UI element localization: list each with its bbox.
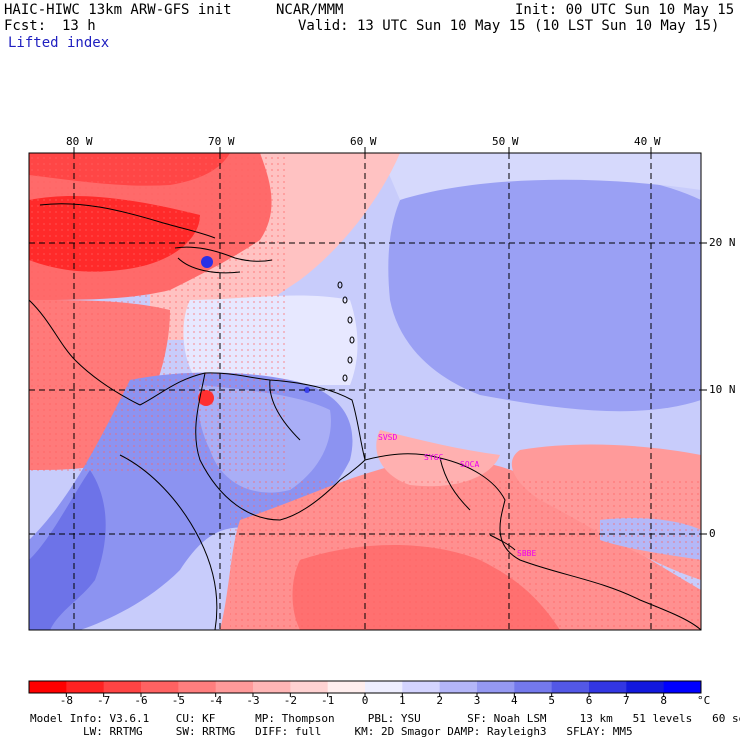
legend-tick-label: 4: [511, 694, 518, 707]
legend-swatch: [178, 681, 217, 693]
legend-swatch: [626, 681, 665, 693]
fcst-label: Fcst:: [4, 18, 47, 34]
legend-ticks: -8 -7 -6 -5 -4 -3 -2 -1 0 1 2 3 4 5 6 7 8: [0, 694, 740, 708]
station-sbbe: SBBE: [517, 549, 536, 558]
coastline-cuba: [39, 203, 216, 239]
model-info-line2: LW: RRTMG SW: RRTMG DIFF: full KM: 2D Sm…: [30, 725, 633, 738]
legend-tick-label: 5: [548, 694, 555, 707]
fcst-value: 13 h: [62, 18, 96, 34]
org-label: NCAR/MMM: [276, 2, 344, 18]
lon-label-50w: 50 W: [492, 135, 519, 148]
field-positive-light-north: [380, 153, 701, 200]
legend-tick-label: -1: [321, 694, 335, 707]
legend-swatch: [215, 681, 254, 693]
valid-time: Valid: 13 UTC Sun 10 May 15 (10 LST Sun …: [298, 18, 720, 34]
lon-label-40w: 40 W: [634, 135, 661, 148]
station-soca: SOCA: [460, 460, 479, 469]
legend-unit: °C: [697, 694, 711, 707]
legend-swatch: [66, 681, 105, 693]
border-lines: [195, 372, 366, 521]
legend-swatch: [402, 681, 441, 693]
model-title: HAIC-HIWC 13km ARW-GFS init: [4, 2, 232, 18]
legend-tick-label: -8: [59, 694, 73, 707]
legend-swatch: [551, 681, 590, 693]
legend-swatch: [365, 681, 403, 693]
field-positive-core: [388, 166, 701, 412]
station-sygc: SYGC: [424, 453, 443, 462]
field-name: Lifted index: [8, 35, 110, 51]
legend-swatch: [327, 681, 366, 693]
legend-tick-label: 1: [399, 694, 406, 707]
legend-swatch: [663, 681, 702, 693]
legend-swatch: [589, 681, 627, 693]
legend-tick-label: -6: [134, 694, 148, 707]
legend-tick-label: -2: [283, 694, 297, 707]
coastline-hispaniola: [174, 246, 273, 262]
legend-swatch: [439, 681, 478, 693]
legend-swatch: [141, 681, 179, 693]
legend-tick-label: -4: [209, 694, 223, 707]
coastline-central-america: [29, 299, 141, 406]
coastline-south-america: [139, 372, 701, 630]
init-time: Init: 00 UTC Sun 10 May 15: [515, 2, 735, 18]
legend-swatch: [514, 681, 553, 693]
legend-swatch: [29, 681, 67, 693]
legend-tick-label: 6: [585, 694, 593, 707]
legend-colorbar: [28, 680, 702, 697]
model-info-line1: Model Info: V3.6.1 CU: KF MP: Thompson P…: [30, 712, 740, 725]
legend-tick-label: 0: [361, 694, 369, 707]
lon-label-70w: 70 W: [208, 135, 235, 148]
legend-swatch: [253, 681, 291, 693]
legend-tick-label: 3: [473, 694, 481, 707]
station-svsd: SVSD: [378, 433, 397, 442]
legend-tick-label: 7: [623, 694, 630, 707]
lon-label-80w: 80 W: [66, 135, 93, 148]
legend-swatch: [290, 681, 329, 693]
lat-label-10n: 10 N: [709, 383, 736, 396]
legend-tick-label: -5: [171, 694, 185, 707]
legend-tick-label: -7: [97, 694, 111, 707]
lat-label-20n: 20 N: [709, 236, 736, 249]
legend-tick-label: 8: [660, 694, 667, 707]
legend-tick-label: -3: [246, 694, 260, 707]
legend-swatch: [477, 681, 515, 693]
lat-label-0: 0: [709, 527, 716, 540]
lon-label-60w: 60 W: [350, 135, 377, 148]
legend-tick-label: 2: [436, 694, 443, 707]
legend-swatch: [103, 681, 142, 693]
